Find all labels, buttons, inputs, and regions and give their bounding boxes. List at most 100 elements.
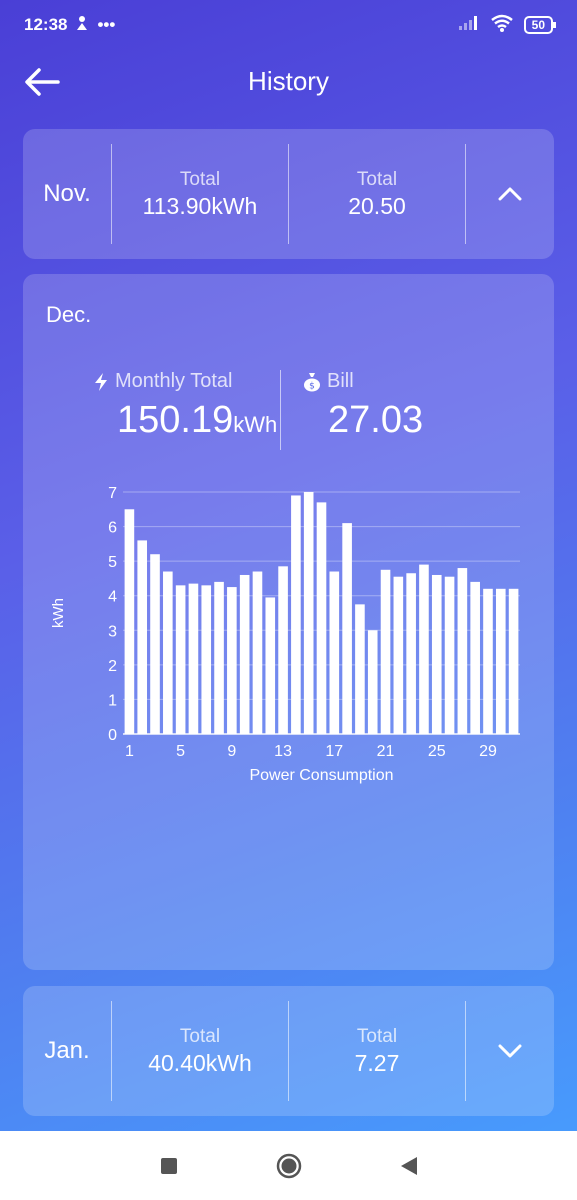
month-label: Dec. xyxy=(46,302,92,327)
divider xyxy=(465,144,466,244)
total-energy: Total 113.90kWh xyxy=(112,129,288,259)
y-tick-label: 4 xyxy=(108,589,117,606)
wifi-icon xyxy=(490,14,514,37)
bar xyxy=(214,581,224,734)
square-icon xyxy=(160,1157,177,1174)
bar xyxy=(201,585,212,734)
bar xyxy=(175,585,186,734)
signal-icon xyxy=(458,15,480,36)
divider xyxy=(280,370,281,450)
bar xyxy=(316,502,327,734)
home-button[interactable] xyxy=(269,1146,309,1186)
divider xyxy=(288,1001,289,1101)
monthly-total: Monthly Total 150.19kWh xyxy=(93,370,277,442)
bar xyxy=(483,588,493,734)
x-tick-label: 9 xyxy=(227,743,236,760)
bar xyxy=(419,564,429,734)
status-bar: 12:38 ••• 50 xyxy=(0,0,577,50)
x-tick-label: 17 xyxy=(325,743,343,760)
bar xyxy=(124,509,135,734)
total-energy-label: Total xyxy=(179,1025,221,1047)
bar xyxy=(393,576,404,734)
month-card-nov[interactable]: Nov. Total 113.90kWh Total 20.50 xyxy=(23,129,554,259)
divider xyxy=(111,144,112,244)
x-tick-label: 1 xyxy=(125,743,134,760)
bar xyxy=(342,523,352,734)
bar xyxy=(380,569,391,734)
total-energy-label: Total xyxy=(179,168,221,190)
total-bill-label: Total xyxy=(356,1025,398,1047)
battery-indicator: 50 xyxy=(523,16,557,34)
y-axis-label: kWh xyxy=(50,598,67,628)
divider xyxy=(111,1001,112,1101)
total-energy-value: 40.40kWh xyxy=(148,1049,252,1076)
chevron-down-icon xyxy=(498,1044,522,1058)
y-tick-label: 3 xyxy=(108,623,117,640)
bar xyxy=(495,588,506,734)
status-time: 12:38 xyxy=(24,15,68,34)
bar xyxy=(137,540,148,734)
bar xyxy=(444,576,455,734)
arrow-left-icon xyxy=(25,68,60,96)
total-energy-value: 113.90kWh xyxy=(142,192,258,219)
bar xyxy=(508,588,519,734)
bar xyxy=(150,554,160,734)
bar xyxy=(470,581,480,734)
bar xyxy=(329,571,340,734)
x-tick-label: 5 xyxy=(176,743,185,760)
month-label: Nov. xyxy=(43,180,91,207)
more-notifications-dots: ••• xyxy=(97,15,116,34)
total-bill: Total 20.50 xyxy=(289,129,465,259)
lightning-icon xyxy=(95,372,107,391)
x-axis-label: Power Consumption xyxy=(249,767,393,784)
y-tick-label: 2 xyxy=(108,658,117,675)
month-card-jan[interactable]: Jan. Total 40.40kWh Total 7.27 xyxy=(23,986,554,1116)
bar xyxy=(252,571,263,734)
bar xyxy=(457,568,468,734)
y-tick-label: 0 xyxy=(108,727,117,744)
y-tick-label: 6 xyxy=(108,520,117,537)
page-title: History xyxy=(248,66,329,96)
x-tick-label: 13 xyxy=(274,743,292,760)
y-tick-label: 1 xyxy=(108,692,117,709)
app-header: History xyxy=(0,50,577,114)
monthly-total-label: Monthly Total xyxy=(115,370,233,392)
collapse-button[interactable] xyxy=(466,129,554,259)
svg-text:$: $ xyxy=(309,381,315,391)
total-bill-value: 20.50 xyxy=(348,192,406,219)
expand-button[interactable] xyxy=(466,986,554,1116)
money-bag-icon: $ xyxy=(304,372,320,391)
bar xyxy=(431,574,442,734)
total-bill: Total 7.27 xyxy=(289,986,465,1116)
bar xyxy=(355,604,365,734)
month-label: Jan. xyxy=(44,1037,90,1064)
bar xyxy=(188,583,199,734)
circle-icon xyxy=(276,1153,301,1178)
bar xyxy=(291,495,301,734)
monthly-total-value: 150.19 xyxy=(117,399,234,441)
bar xyxy=(278,566,288,734)
bill-label: Bill xyxy=(327,370,354,392)
recents-button[interactable] xyxy=(149,1146,189,1186)
total-bill-value: 7.27 xyxy=(354,1049,400,1076)
chevron-up-icon xyxy=(498,187,522,201)
bill-value: 27.03 xyxy=(328,399,424,441)
bar xyxy=(163,571,173,734)
x-tick-label: 29 xyxy=(479,743,497,760)
total-energy: Total 40.40kWh xyxy=(112,986,288,1116)
bar xyxy=(265,597,276,734)
back-button[interactable] xyxy=(20,62,64,102)
bar xyxy=(227,587,237,734)
monthly-total-unit: kWh xyxy=(233,412,278,437)
bar xyxy=(367,630,378,734)
bar xyxy=(406,573,416,734)
divider xyxy=(288,144,289,244)
back-nav-button[interactable] xyxy=(389,1146,429,1186)
notification-icon xyxy=(75,15,89,36)
total-bill-label: Total xyxy=(356,168,398,190)
power-consumption-chart: 0 1 2 3 4 5 6 7 1 5 9 13 17 21 25 29 Power Consumption kW… xyxy=(23,474,554,804)
monthly-bill: $ Bill 27.03 xyxy=(303,370,423,442)
divider xyxy=(465,1001,466,1101)
month-card-dec: Dec. Monthly Total 150.19kWh $ Bill 27.0… xyxy=(23,274,554,970)
